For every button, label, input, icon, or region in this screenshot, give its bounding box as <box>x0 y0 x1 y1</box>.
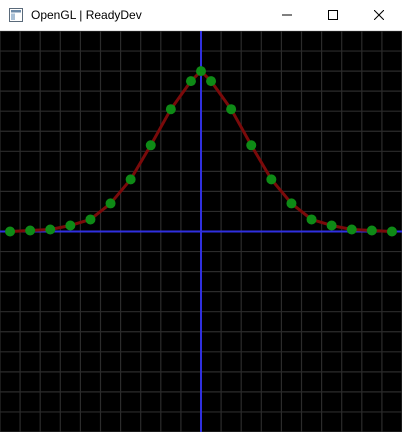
plot-svg <box>0 31 402 432</box>
minimize-button[interactable] <box>264 0 310 30</box>
data-point <box>165 104 176 115</box>
data-point <box>125 174 136 185</box>
data-point <box>25 225 36 236</box>
window-app-icon <box>9 8 23 22</box>
title-bar[interactable]: OpenGL | ReadyDev <box>0 0 402 31</box>
data-points <box>5 66 397 237</box>
data-point <box>185 76 196 87</box>
data-point <box>145 140 156 151</box>
data-point <box>326 220 337 231</box>
data-point <box>45 224 56 235</box>
data-point <box>366 225 377 236</box>
data-point <box>85 214 96 225</box>
data-point <box>386 226 397 237</box>
data-point <box>266 174 277 185</box>
data-point <box>226 104 237 115</box>
minimize-icon <box>282 14 292 16</box>
data-point <box>196 66 206 77</box>
data-point <box>306 214 317 225</box>
close-icon <box>374 10 384 20</box>
gl-canvas[interactable] <box>0 31 402 432</box>
data-point <box>5 226 16 237</box>
data-point <box>206 76 217 87</box>
maximize-icon <box>328 10 338 20</box>
data-point <box>286 198 297 209</box>
data-point <box>346 224 357 235</box>
data-point <box>105 198 116 209</box>
window-title: OpenGL | ReadyDev <box>31 8 142 22</box>
close-button[interactable] <box>356 0 402 30</box>
axes <box>0 31 402 432</box>
data-point <box>246 140 257 151</box>
maximize-button[interactable] <box>310 0 356 30</box>
data-point <box>65 220 76 231</box>
